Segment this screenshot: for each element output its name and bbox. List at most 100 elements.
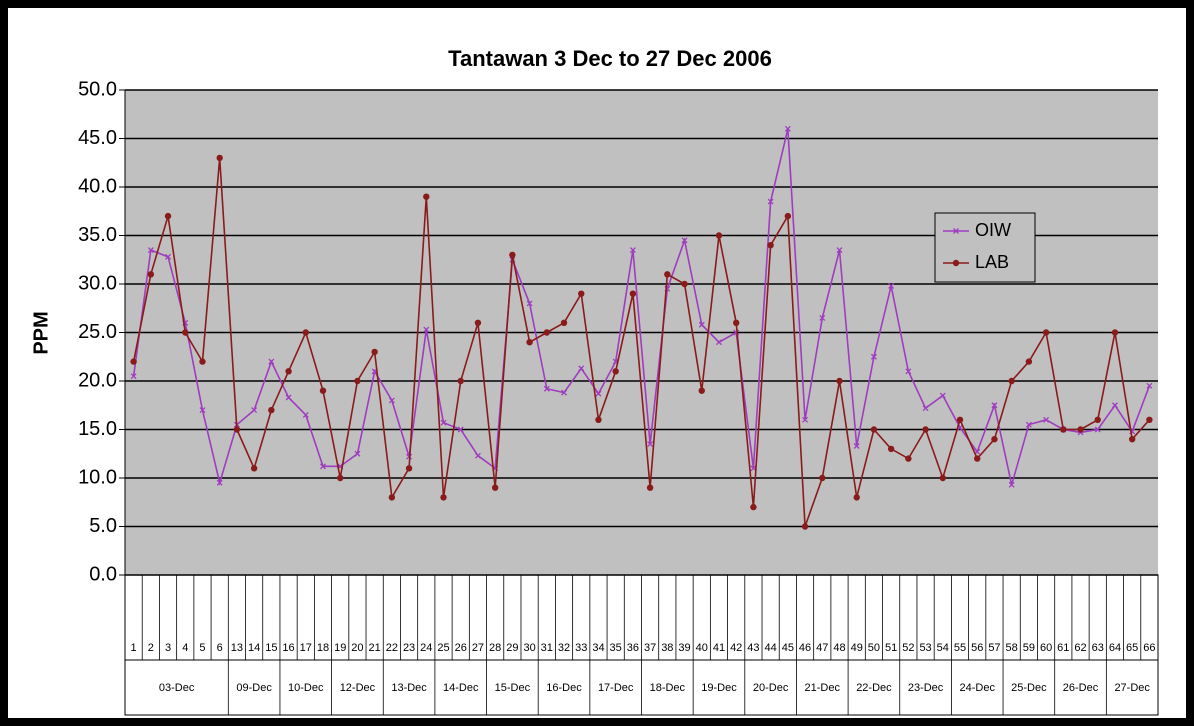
group-label: 18-Dec [650, 682, 686, 694]
point [1094, 426, 1101, 433]
point [578, 365, 585, 372]
point [268, 358, 275, 365]
legend-marker [953, 228, 959, 234]
point [561, 389, 567, 396]
point [251, 407, 258, 414]
point [457, 426, 464, 433]
point [147, 247, 154, 254]
group-label: 03-Dec [159, 682, 195, 694]
x-tick-label: 46 [799, 642, 811, 654]
point [646, 484, 654, 491]
x-tick-label: 34 [592, 642, 604, 654]
series-line [132, 128, 1151, 486]
x-tick-label: 48 [833, 642, 845, 654]
x-tick-label: 43 [747, 642, 759, 654]
point [423, 326, 430, 333]
group-label: 16-Dec [546, 682, 582, 694]
x-tick-label: 32 [558, 642, 570, 654]
group-label: 26-Dec [1063, 682, 1099, 694]
group-label: 21-Dec [805, 682, 841, 694]
point [216, 154, 223, 162]
point [1060, 426, 1067, 433]
point [1111, 329, 1119, 336]
chart-title: Tantawan 3 Dec to 27 Dec 2006 [448, 46, 772, 71]
group-label: 23-Dec [908, 682, 944, 694]
point [767, 198, 774, 205]
group-label: 25-Dec [1011, 682, 1047, 694]
point [870, 426, 878, 433]
x-tick-label: 21 [369, 642, 381, 654]
point [509, 251, 516, 259]
point [371, 348, 378, 356]
point [302, 411, 309, 418]
group-label: 12-Dec [340, 682, 376, 694]
legend-label: LAB [975, 252, 1009, 272]
x-tick-label: 66 [1143, 642, 1155, 654]
point [578, 290, 585, 297]
point [250, 465, 258, 472]
x-tick-label: 2 [148, 642, 154, 654]
point [233, 426, 241, 433]
point [354, 450, 361, 457]
x-tick-label: 16 [282, 642, 294, 654]
point [956, 416, 964, 423]
point [836, 377, 843, 385]
x-tick-label: 63 [1092, 642, 1104, 654]
y-axis-label: PPM [30, 311, 52, 354]
point [853, 494, 860, 501]
y-tick-label: 45.0 [78, 127, 117, 149]
point [474, 319, 482, 326]
x-tick-label: 40 [696, 642, 708, 654]
point [1008, 377, 1015, 385]
point [647, 441, 654, 448]
point [922, 405, 929, 412]
x-tick-label: 56 [971, 642, 983, 654]
group-label: 19-Dec [701, 682, 737, 694]
x-tick-label: 29 [506, 642, 518, 654]
x-tick-label: 5 [199, 642, 205, 654]
point [302, 329, 309, 336]
point [474, 452, 481, 459]
x-tick-label: 55 [954, 642, 966, 654]
x-tick-label: 41 [713, 642, 725, 654]
point [423, 193, 430, 200]
point [905, 455, 912, 462]
y-tick-label: 50.0 [78, 78, 117, 100]
group-label: 09-Dec [236, 682, 272, 694]
series-line [132, 157, 1150, 527]
point [853, 443, 860, 449]
point [939, 474, 946, 482]
point [1025, 421, 1032, 428]
y-tick-label: 15.0 [78, 418, 117, 440]
point [1094, 416, 1101, 423]
point [440, 419, 447, 426]
point [130, 358, 137, 365]
point [1042, 329, 1050, 336]
x-tick-label: 49 [851, 642, 863, 654]
point [991, 436, 998, 443]
point [819, 314, 826, 321]
point [164, 212, 172, 220]
point [784, 212, 792, 220]
group-label: 27-Dec [1114, 682, 1150, 694]
point [1112, 402, 1118, 409]
point [199, 358, 206, 365]
point [319, 387, 327, 394]
y-tick-label: 30.0 [78, 272, 117, 294]
x-tick-label: 18 [317, 642, 329, 654]
x-tick-label: 14 [248, 642, 260, 654]
y-tick-label: 0.0 [89, 563, 117, 585]
point [543, 385, 550, 392]
x-tick-label: 57 [988, 642, 1000, 654]
point [491, 484, 499, 491]
group-label: 13-Dec [391, 682, 427, 694]
x-tick-label: 53 [919, 642, 931, 654]
x-tick-label: 35 [610, 642, 622, 654]
point [629, 247, 636, 254]
point [1025, 358, 1033, 365]
group-label: 15-Dec [495, 682, 531, 694]
point [716, 339, 722, 346]
x-tick-label: 62 [1074, 642, 1086, 654]
x-tick-label: 44 [765, 642, 777, 654]
point [802, 416, 809, 423]
